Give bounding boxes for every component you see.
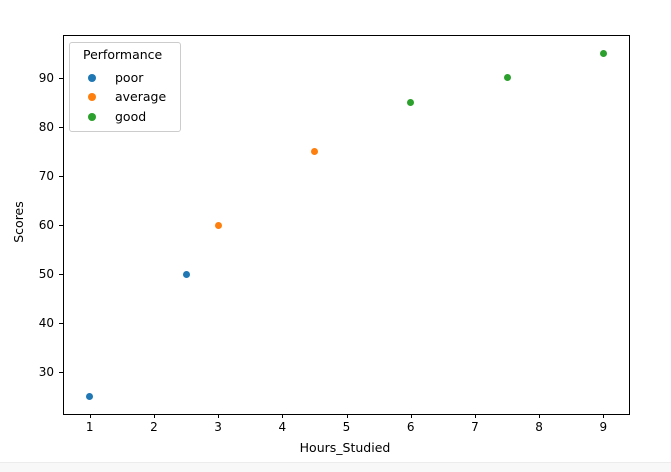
x-tick-label: 7: [471, 420, 479, 434]
x-tick-mark: [153, 414, 155, 418]
x-tick-mark: [218, 414, 220, 418]
y-tick-mark: [59, 175, 63, 177]
legend-marker-icon: [88, 93, 96, 102]
plot-area: 1 2 3 4 5 6 7 8 9 30 40 50 60 70 80 90 Performance poor…: [39, 35, 630, 434]
scatter-point-good: [407, 98, 415, 106]
legend-items: poor average good: [70, 68, 180, 127]
legend-item-label: poor: [115, 69, 144, 85]
x-tick-label: 2: [150, 420, 158, 434]
legend-item-label: good: [115, 108, 147, 124]
scatter-point-poor: [182, 270, 190, 278]
scatter-point-good: [599, 49, 607, 57]
legend-marker-icon: [88, 73, 96, 82]
x-tick-mark: [346, 414, 348, 418]
y-tick-label: 30: [38, 365, 54, 380]
legend-item-poor: poor: [70, 68, 180, 88]
scatter-point-average: [214, 221, 222, 229]
x-tick-label: 4: [278, 420, 287, 434]
x-tick-mark: [539, 414, 541, 418]
x-axis-label: Hours_Studied: [299, 440, 391, 455]
x-tick-label: 1: [85, 420, 94, 434]
x-tick-mark: [474, 414, 476, 418]
y-tick-mark: [59, 274, 63, 276]
y-tick-label: 70: [38, 168, 54, 183]
y-tick-mark: [59, 372, 63, 374]
legend-marker-icon: [88, 112, 96, 121]
scatter-point-good: [503, 74, 511, 82]
x-tick-mark: [603, 414, 605, 418]
legend: Performance poor average good: [69, 42, 181, 132]
x-tick-mark: [89, 414, 91, 418]
y-tick-mark: [59, 126, 63, 128]
scatter-point-average: [310, 147, 318, 155]
x-tick-label: 3: [214, 420, 222, 434]
x-tick-label: 8: [535, 420, 543, 434]
x-tick-label: 5: [342, 420, 351, 434]
legend-item-label: average: [115, 89, 167, 105]
y-tick-label: 40: [38, 316, 54, 331]
y-tick-label: 50: [38, 267, 54, 282]
x-tick-label: 6: [406, 420, 415, 434]
bottom-strip: [0, 462, 671, 472]
y-axis-label: Scores: [11, 201, 26, 243]
scatter-point-poor: [86, 393, 94, 401]
y-tick-mark: [59, 77, 63, 79]
y-tick-label: 60: [38, 218, 54, 232]
x-tick-mark: [410, 414, 412, 418]
legend-title: Performance: [83, 47, 163, 62]
y-tick-mark: [59, 225, 63, 226]
legend-item-average: average: [70, 88, 180, 108]
y-tick-label: 90: [38, 70, 54, 85]
y-tick-label: 80: [38, 119, 54, 134]
x-tick-mark: [282, 414, 284, 418]
y-tick-mark: [59, 323, 63, 325]
legend-item-good: good: [70, 107, 180, 127]
x-tick-label: 9: [599, 420, 608, 434]
